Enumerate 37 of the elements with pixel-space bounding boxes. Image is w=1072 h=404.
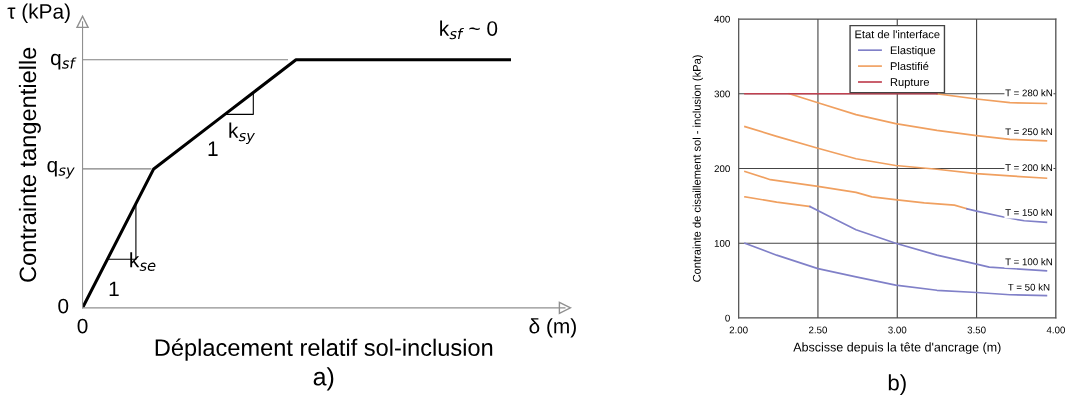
text: b) (888, 374, 906, 395)
y-tick-label: 0 (725, 314, 730, 322)
legend-label: Plastifié (890, 61, 929, 71)
legend-label: Elastique (890, 46, 936, 57)
annotation: T = 150 kN (1005, 208, 1052, 216)
y-tick-label: 100 (714, 239, 730, 247)
text: 0 (77, 318, 88, 334)
x-tick-label: 4.00 (1046, 326, 1065, 334)
annotation: T = 100 kN (1005, 258, 1052, 266)
text: k$_{sf}$ ~ 0 (440, 20, 498, 40)
ref-line-label: q$_{sy}$ (47, 160, 75, 179)
x-tick-label: 2.50 (808, 326, 828, 334)
text: δ (m) (529, 318, 576, 338)
annotation: T = 200 kN (1005, 163, 1052, 172)
text: 0 (58, 298, 69, 314)
annotation: T = 250 kN (1005, 128, 1052, 136)
annotation: k$_{sy}$ (229, 122, 255, 145)
annotation: 1 (109, 281, 119, 297)
annotation: 1 (208, 141, 218, 156)
y-tick-label: 400 (714, 15, 730, 23)
text: τ (kPa) (7, 3, 70, 23)
y-axis-title: Contrainte de cisaillement sol - inclusion (kPa) (692, 55, 703, 282)
text: a) (313, 367, 334, 391)
x-tick-label: 3.00 (888, 326, 907, 334)
x-axis-title: Abscisse depuis la tête d'ancrage (m) (793, 342, 1001, 354)
x-axis-title: Déplacement relatif sol-inclusion (155, 338, 493, 361)
legend-title: Etat de l'interface (855, 30, 940, 39)
y-tick-label: 200 (714, 165, 730, 173)
y-tick-label: 300 (714, 90, 730, 98)
line-series (744, 170, 968, 210)
annotation: T = 280 kN (1005, 89, 1052, 97)
legend-label: Rupture (890, 78, 929, 89)
annotation: T = 50 kN (1008, 283, 1050, 291)
x-tick-label: 2.00 (729, 326, 748, 334)
x-tick-label: 3.50 (967, 326, 986, 334)
y-axis-title: Contrainte tangentielle (18, 47, 41, 282)
ref-line-label: q$_{sf}$ (50, 53, 77, 70)
